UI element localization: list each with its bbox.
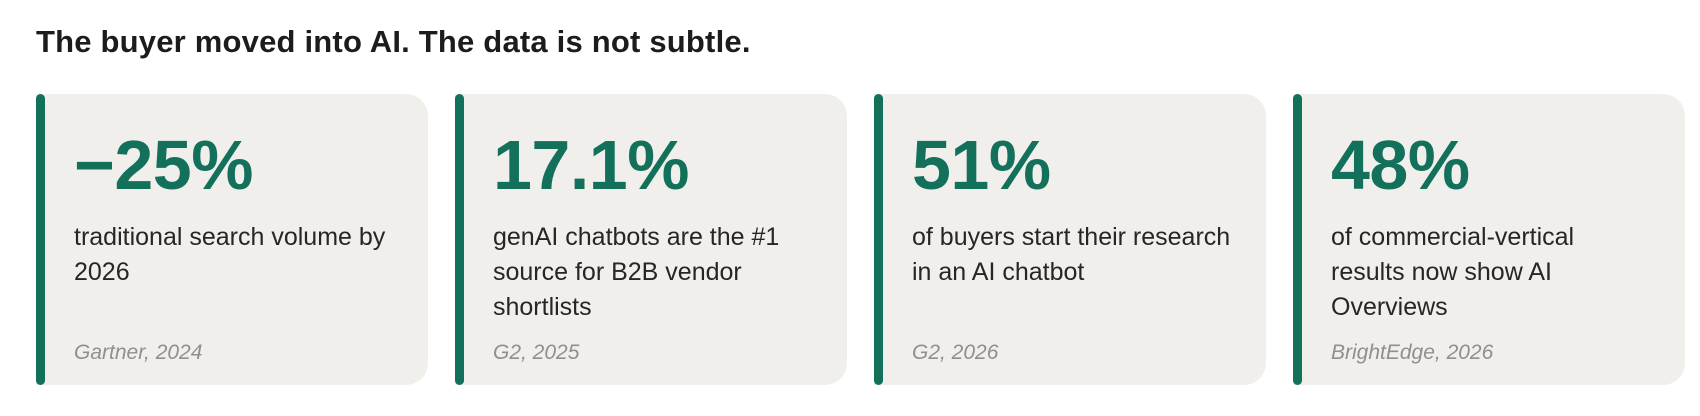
page-title: The buyer moved into AI. The data is not… — [36, 24, 751, 59]
accent-bar — [36, 94, 45, 385]
accent-bar — [1293, 94, 1302, 385]
stat-source: G2, 2026 — [912, 341, 999, 364]
stat-card: −25% traditional search volume by 2026 G… — [36, 94, 428, 385]
accent-bar — [455, 94, 464, 385]
stat-value: 51% — [912, 126, 1051, 204]
stat-description: of commercial-vertical results now show … — [1331, 223, 1575, 321]
stat-description: of buyers start their research in an AI … — [912, 223, 1231, 286]
stat-value: 17.1% — [493, 126, 689, 204]
stat-source: Gartner, 2024 — [74, 341, 203, 364]
stat-description: traditional search volume by 2026 — [74, 223, 386, 286]
stat-value: −25% — [74, 126, 253, 204]
stat-card: 51% of buyers start their research in an… — [874, 94, 1266, 385]
stat-source: G2, 2025 — [493, 341, 580, 364]
stat-cards: −25% traditional search volume by 2026 G… — [36, 94, 1685, 385]
stat-value: 48% — [1331, 126, 1470, 204]
stat-description: genAI chatbots are the #1 source for B2B… — [493, 223, 780, 321]
stat-source: BrightEdge, 2026 — [1331, 341, 1494, 364]
stat-card: 17.1% genAI chatbots are the #1 source f… — [455, 94, 847, 385]
stat-card: 48% of commercial-vertical results now s… — [1293, 94, 1685, 385]
accent-bar — [874, 94, 883, 385]
